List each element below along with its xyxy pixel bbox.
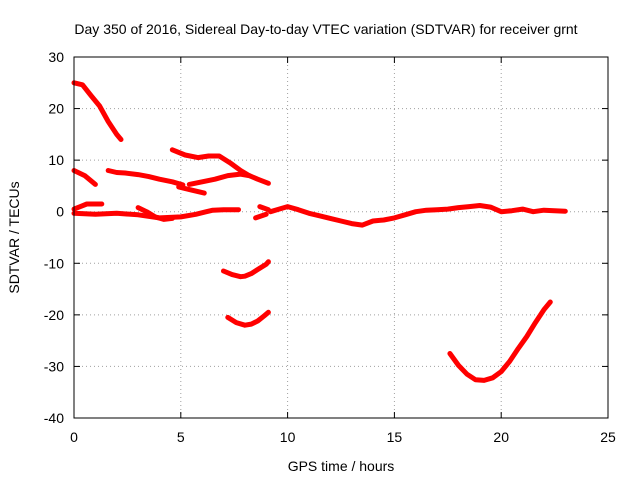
x-tick-label: 0: [70, 429, 78, 445]
series-arc-3: [71, 201, 105, 212]
series-arc-5: [105, 168, 186, 188]
series-arc-2: [71, 168, 98, 187]
series-arc-11: [257, 204, 271, 213]
x-tick-label: 10: [280, 429, 296, 445]
axes-ticks: 0 5 10 15 20 25 -40 -30 -20 -10 0 10 20 30: [44, 49, 616, 445]
y-tick-label: -10: [44, 255, 64, 271]
series-arc-4: [71, 207, 241, 221]
series-arc-14: [225, 309, 271, 328]
x-tick-label: 25: [600, 429, 616, 445]
series-arc-6: [186, 171, 271, 187]
series-arc-13: [221, 259, 271, 280]
plot-frame: [73, 56, 609, 419]
series-arc-7: [169, 147, 252, 179]
y-tick-label: -20: [44, 307, 64, 323]
series-arc-1: [71, 80, 124, 142]
grid: [74, 57, 608, 418]
y-tick-label: 10: [48, 152, 64, 168]
y-tick-label: -30: [44, 358, 64, 374]
series-arc-8: [176, 184, 207, 196]
x-tick-label: 15: [387, 429, 403, 445]
x-tick-label: 5: [177, 429, 185, 445]
chart-title: Day 350 of 2016, Sidereal Day-to-day VTE…: [74, 21, 577, 37]
y-tick-label: 20: [48, 101, 64, 117]
y-axis-label: SDTVAR / TECUs: [6, 181, 22, 293]
y-tick-label: 0: [56, 204, 64, 220]
series-arc-9: [135, 205, 175, 222]
x-tick-label: 20: [493, 429, 509, 445]
data-series: [71, 80, 568, 383]
series-arc-12: [268, 203, 568, 228]
x-axis-label: GPS time / hours: [288, 458, 395, 474]
y-tick-label: 30: [48, 49, 64, 65]
series-arc-10: [253, 211, 269, 221]
series-arc-15: [447, 299, 553, 383]
y-tick-label: -40: [44, 410, 64, 426]
